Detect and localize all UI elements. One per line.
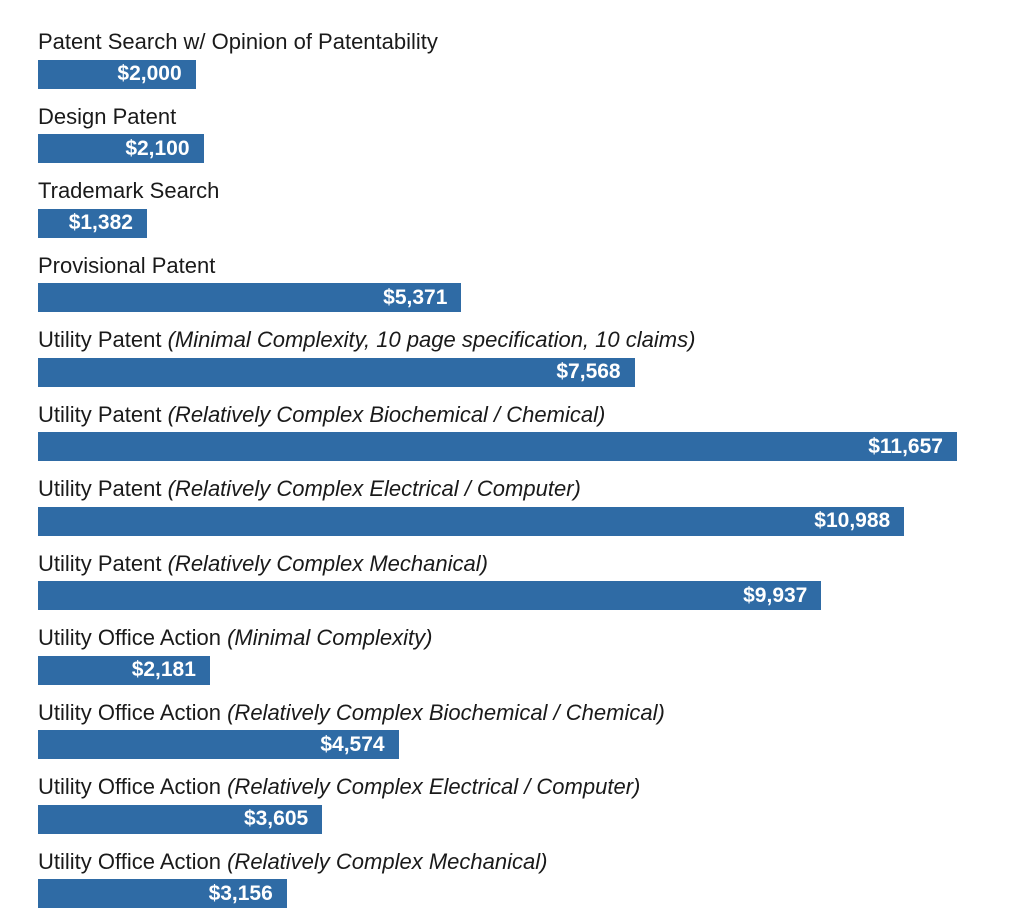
cost-value: $3,156 [209,882,273,906]
chart-row: Design Patent $2,100 [38,103,986,164]
cost-value: $7,568 [556,360,620,384]
row-label: Utility Office Action (Relatively Comple… [38,773,986,801]
cost-value: $10,988 [814,509,890,533]
row-label-sub: (Relatively Complex Electrical / Compute… [168,476,581,501]
row-label-main: Patent Search w/ Opinion of Patentabilit… [38,29,438,54]
cost-bar: $10,988 [38,507,904,536]
row-label-main: Utility Patent [38,551,168,576]
row-label: Provisional Patent [38,252,986,280]
chart-row: Utility Patent (Relatively Complex Bioch… [38,401,986,462]
cost-bar: $9,937 [38,581,821,610]
row-label-main: Utility Patent [38,476,168,501]
cost-bar-chart: Patent Search w/ Opinion of Patentabilit… [38,28,986,908]
chart-row: Utility Patent (Relatively Complex Mecha… [38,550,986,611]
cost-value: $1,382 [69,211,133,235]
row-label-main: Utility Patent [38,402,168,427]
row-label-main: Trademark Search [38,178,219,203]
chart-row: Utility Patent (Relatively Complex Elect… [38,475,986,536]
row-label-sub: (Relatively Complex Biochemical / Chemic… [227,700,665,725]
row-label-main: Design Patent [38,104,176,129]
row-label-sub: (Relatively Complex Mechanical) [227,849,547,874]
cost-value: $3,605 [244,807,308,831]
row-label: Utility Patent (Relatively Complex Elect… [38,475,986,503]
cost-bar: $2,181 [38,656,210,685]
row-label-main: Utility Office Action [38,849,227,874]
row-label: Utility Patent (Relatively Complex Mecha… [38,550,986,578]
cost-value: $9,937 [743,584,807,608]
chart-row: Provisional Patent $5,371 [38,252,986,313]
chart-row: Utility Office Action (Minimal Complexit… [38,624,986,685]
cost-value: $5,371 [383,286,447,310]
cost-bar: $1,382 [38,209,147,238]
chart-row: Utility Patent (Minimal Complexity, 10 p… [38,326,986,387]
row-label: Utility Office Action (Relatively Comple… [38,848,986,876]
cost-bar: $11,657 [38,432,957,461]
row-label-main: Provisional Patent [38,253,215,278]
cost-bar: $2,100 [38,134,204,163]
row-label-main: Utility Office Action [38,625,227,650]
row-label: Utility Office Action (Minimal Complexit… [38,624,986,652]
row-label-main: Utility Office Action [38,774,227,799]
chart-row: Patent Search w/ Opinion of Patentabilit… [38,28,986,89]
chart-row: Utility Office Action (Relatively Comple… [38,848,986,909]
chart-row: Utility Office Action (Relatively Comple… [38,699,986,760]
row-label: Design Patent [38,103,986,131]
chart-row: Utility Office Action (Relatively Comple… [38,773,986,834]
row-label-main: Utility Patent [38,327,168,352]
cost-value: $2,100 [125,137,189,161]
row-label-sub: (Minimal Complexity, 10 page specificati… [168,327,696,352]
row-label: Utility Patent (Minimal Complexity, 10 p… [38,326,986,354]
row-label: Utility Patent (Relatively Complex Bioch… [38,401,986,429]
row-label-sub: (Relatively Complex Electrical / Compute… [227,774,640,799]
cost-value: $2,000 [117,62,181,86]
cost-bar: $4,574 [38,730,399,759]
row-label-main: Utility Office Action [38,700,227,725]
row-label-sub: (Relatively Complex Mechanical) [168,551,488,576]
cost-bar: $5,371 [38,283,461,312]
row-label: Patent Search w/ Opinion of Patentabilit… [38,28,986,56]
cost-value: $2,181 [132,658,196,682]
row-label-sub: (Relatively Complex Biochemical / Chemic… [168,402,606,427]
row-label: Trademark Search [38,177,986,205]
cost-value: $4,574 [320,733,384,757]
chart-row: Trademark Search $1,382 [38,177,986,238]
row-label-sub: (Minimal Complexity) [227,625,432,650]
cost-bar: $2,000 [38,60,196,89]
cost-value: $11,657 [868,435,943,459]
cost-bar: $7,568 [38,358,635,387]
cost-bar: $3,156 [38,879,287,908]
row-label: Utility Office Action (Relatively Comple… [38,699,986,727]
cost-bar: $3,605 [38,805,322,834]
